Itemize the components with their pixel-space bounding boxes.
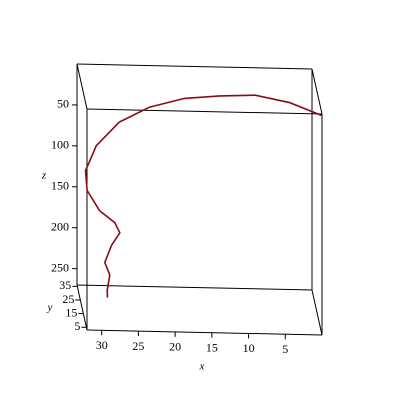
z-tick-label: 150: [51, 179, 69, 193]
box-edge: [311, 68, 323, 115]
z-tick-label: 200: [51, 219, 69, 233]
x-tick-label: 25: [132, 339, 144, 353]
y-tick-label: 25: [62, 292, 74, 306]
x-tick-label: 20: [169, 340, 181, 354]
box-edge: [86, 108, 323, 115]
z-tick-label: 250: [51, 260, 69, 274]
y-tick-label: 5: [74, 319, 80, 333]
box-edge: [86, 329, 323, 336]
y-tick-label: 35: [59, 278, 71, 292]
x-tick-label: 15: [206, 340, 218, 354]
curve: [84, 94, 323, 298]
z-tick-label: 50: [57, 97, 69, 111]
box-edge: [76, 284, 313, 291]
box-edge: [311, 289, 323, 336]
y-axis-title: y: [47, 302, 53, 314]
x-axis-title: x: [199, 361, 205, 373]
x-tick-label: 10: [243, 341, 255, 355]
z-tick-label: 100: [51, 138, 69, 152]
y-tick-label: 15: [65, 305, 77, 319]
box-edge: [76, 63, 88, 110]
x-tick-label: 5: [282, 342, 288, 356]
x-tick-label: 30: [96, 338, 108, 352]
box-edge: [76, 63, 313, 70]
z-axis-title: z: [41, 170, 47, 182]
box-edge: [76, 284, 88, 331]
